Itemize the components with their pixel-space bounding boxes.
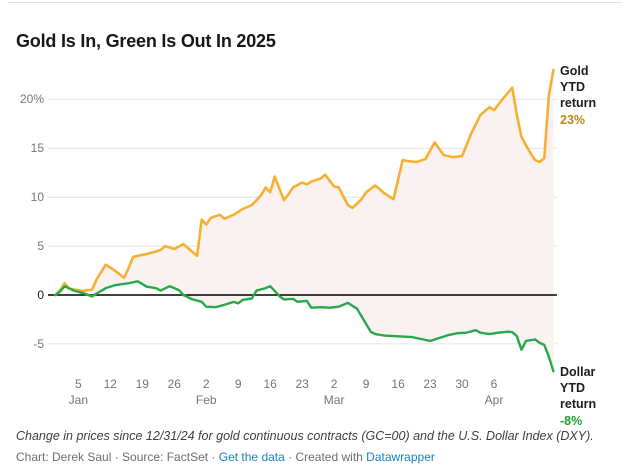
gold-line (54, 68, 555, 297)
y-tick-label: 5 (37, 239, 44, 254)
gold-series-annotation: Gold YTD return 23% (560, 63, 628, 128)
byline-middle: · Created with (284, 450, 367, 464)
page-title: Gold Is In, Green Is Out In 2025 (16, 31, 276, 51)
get-the-data-link[interactable]: Get the data (218, 450, 285, 464)
x-tick-label: 2 (202, 377, 210, 391)
x-tick-label: 23 (423, 377, 437, 391)
x-tick-label: 9 (362, 377, 370, 391)
y-tick-label: 15 (30, 141, 44, 156)
gold-annotation-label: Gold YTD return (560, 64, 597, 110)
band-fill (55, 70, 554, 372)
x-tick-label: 2 (330, 377, 338, 391)
x-month-label: Jan (68, 393, 89, 407)
x-month-label: Mar (323, 393, 345, 407)
x-tick-label: 19 (135, 377, 149, 391)
x-month-label: Apr (484, 393, 504, 407)
x-tick-label: 30 (455, 377, 469, 391)
x-month-label: Feb (195, 393, 217, 407)
chart-byline: Chart: Derek Saul · Source: FactSet · Ge… (16, 450, 616, 464)
y-tick-label: -5 (33, 336, 44, 351)
datawrapper-link[interactable]: Datawrapper (366, 450, 435, 464)
chart-footnote: Change in prices since 12/31/24 for gold… (16, 429, 594, 443)
dollar-annotation-value: -8% (560, 414, 583, 428)
gold-annotation-value: 23% (560, 113, 586, 127)
dollar-series-annotation: Dollar YTD return -8% (560, 364, 628, 429)
x-tick-label: 26 (167, 377, 181, 391)
y-tick-label: 0 (37, 288, 44, 302)
dollar-annotation-label: Dollar YTD return (560, 365, 597, 411)
x-tick-label: 5 (74, 377, 82, 391)
x-tick-label: 12 (103, 377, 117, 391)
x-tick-label: 16 (391, 377, 405, 391)
card-top-divider (8, 2, 622, 3)
x-tick-label: 9 (234, 377, 242, 391)
dollar-line (54, 280, 555, 373)
x-tick-label: 23 (295, 377, 309, 391)
x-tick-label: 6 (490, 377, 498, 391)
x-tick-label: 16 (263, 377, 277, 391)
byline-prefix: Chart: Derek Saul · Source: FactSet · (16, 450, 219, 464)
y-tick-label: 20% (19, 92, 44, 107)
y-tick-label: 10 (30, 190, 44, 205)
